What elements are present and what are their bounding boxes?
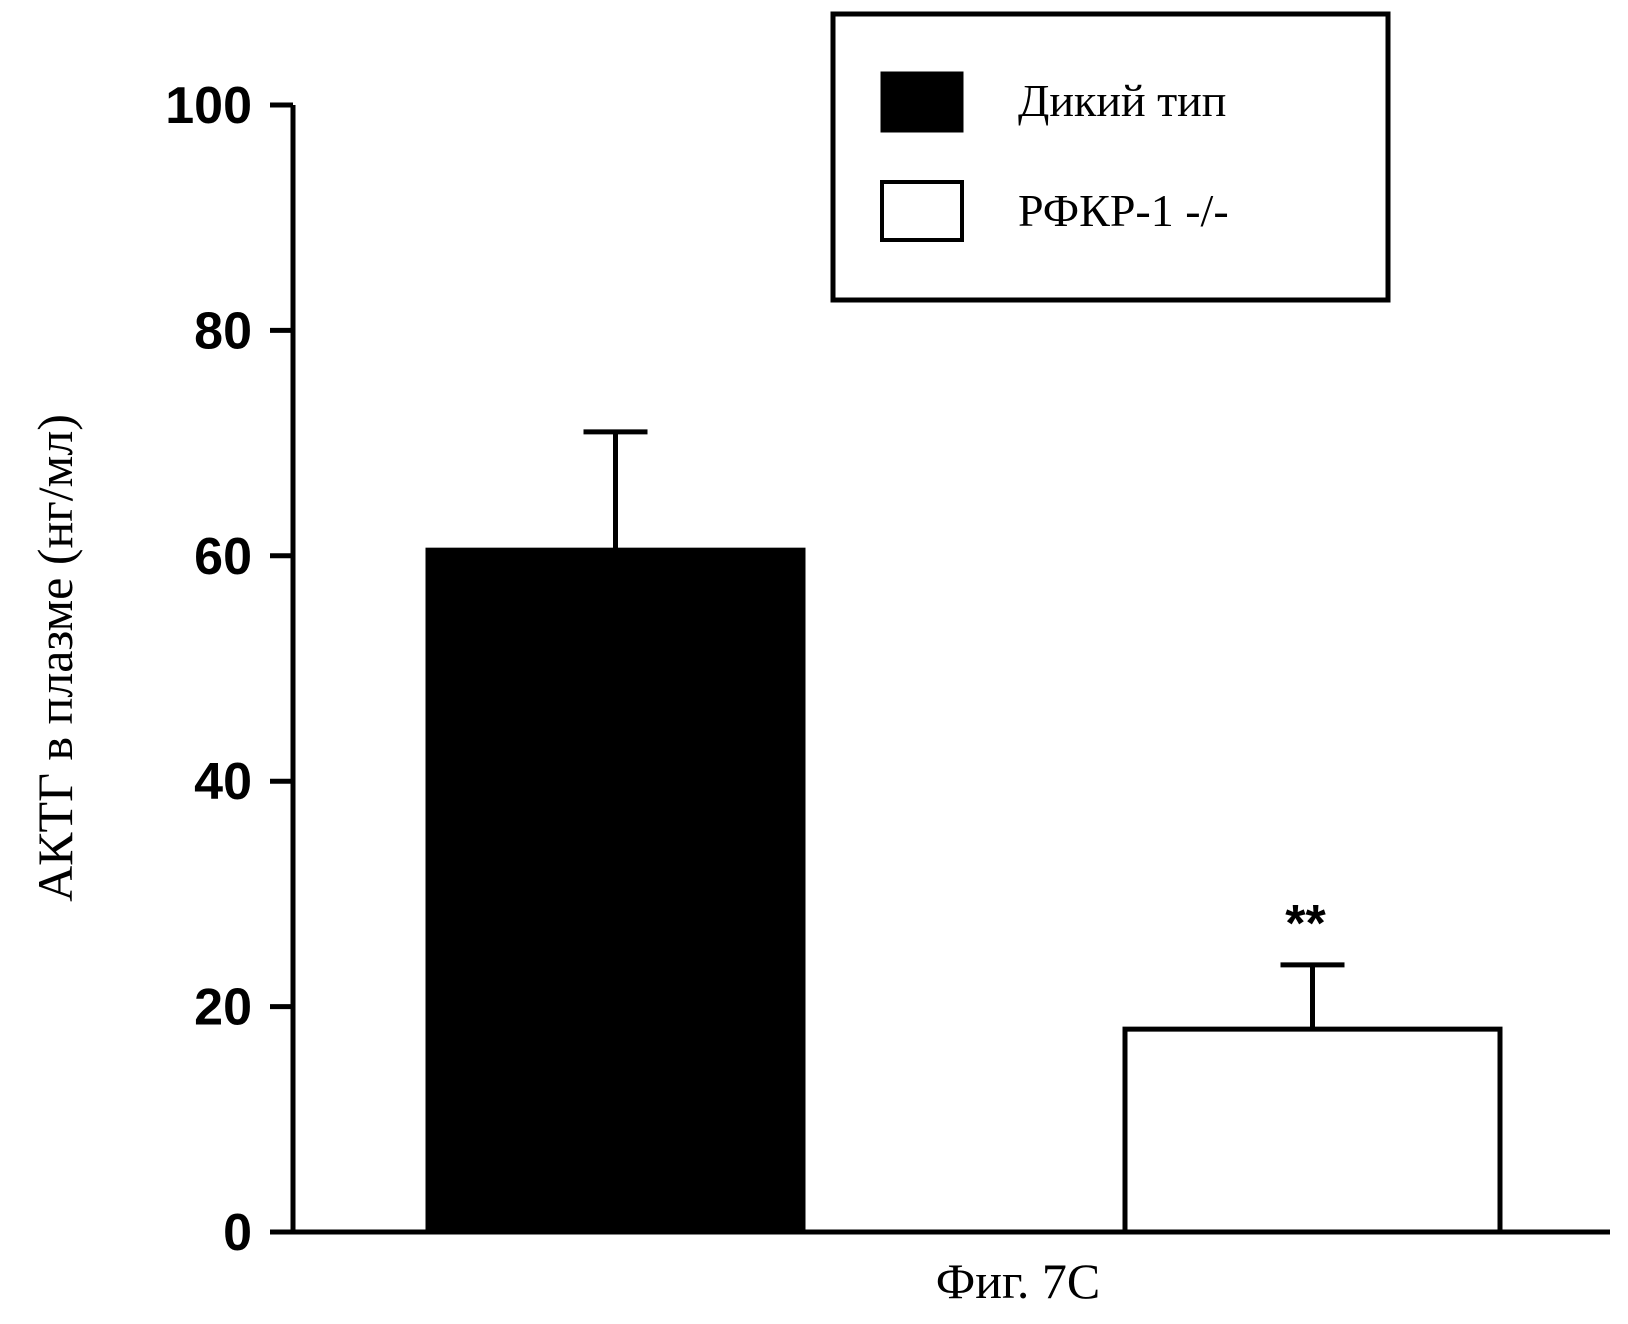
y-axis-label: АКТГ в плазме (нг/мл) xyxy=(27,414,83,902)
legend-label-wild-type: Дикий тип xyxy=(1018,75,1226,126)
y-ticks: 0 20 40 60 80 100 xyxy=(165,77,293,1262)
legend: Дикий тип РФКР-1 -/- xyxy=(833,14,1388,300)
y-tick-label-0: 0 xyxy=(223,1204,252,1262)
y-tick-label-60: 60 xyxy=(194,528,252,586)
bar-1 xyxy=(1125,1029,1500,1232)
y-tick-label-40: 40 xyxy=(194,753,252,811)
significance-annotation: ** xyxy=(1285,895,1326,953)
legend-label-knockout: РФКР-1 -/- xyxy=(1018,185,1229,236)
legend-box xyxy=(833,14,1388,300)
bar-0 xyxy=(428,550,803,1232)
y-tick-label-80: 80 xyxy=(194,302,252,360)
legend-swatch-knockout xyxy=(882,182,962,240)
legend-swatch-wild-type xyxy=(882,73,962,131)
y-tick-label-100: 100 xyxy=(165,77,252,135)
bars xyxy=(428,432,1500,1232)
figure-caption: Фиг. 7С xyxy=(936,1253,1100,1309)
y-tick-label-20: 20 xyxy=(194,979,252,1037)
